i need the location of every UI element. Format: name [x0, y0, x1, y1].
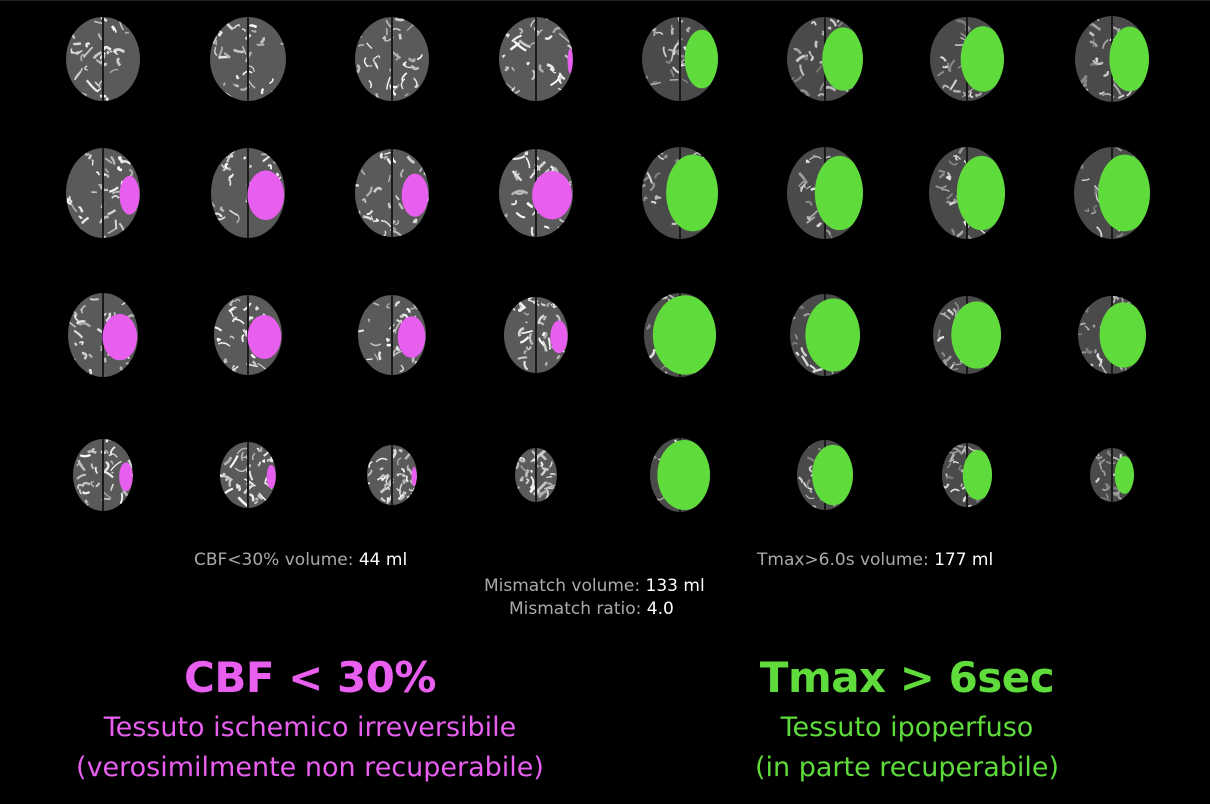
cbf-lesion-overlay: [266, 464, 276, 489]
cbf-caption-title: CBF < 30%: [184, 653, 437, 702]
tmax-lesion-overlay: [1109, 26, 1149, 92]
tmax-slice-r2-c3: [929, 147, 1005, 239]
tmax-lesion-overlay: [812, 444, 853, 506]
cbf-slice-r2-c2: [211, 148, 285, 238]
cbf-slice-r3-c2: [214, 295, 282, 375]
mismatch-volume-value: 133 ml: [645, 576, 705, 596]
tmax-slice-r4-c2: [797, 440, 853, 510]
tmax-lesion-overlay: [666, 154, 718, 232]
brain-slice-grid: [0, 1, 1210, 541]
cbf-slice-r1-c4: [499, 17, 573, 101]
tmax-slice-r1-c2: [787, 17, 863, 101]
cbf-volume-stat: CBF<30% volume: 44 ml: [194, 550, 407, 570]
tmax-slice-r1-c3: [930, 17, 1004, 101]
cbf-slice-r1-c1: [66, 17, 140, 101]
tmax-slice-r4-c3: [942, 443, 992, 507]
tmax-slice-r3-c2: [790, 294, 860, 376]
tmax-slice-r3-c3: [933, 296, 1001, 374]
mismatch-ratio-label: Mismatch ratio:: [509, 599, 642, 619]
tmax-lesion-overlay: [956, 155, 1005, 231]
mismatch-ratio-stat: Mismatch ratio: 4.0: [509, 599, 674, 619]
cbf-slice-r4-c1: [73, 439, 133, 511]
tmax-lesion-overlay: [657, 440, 710, 510]
tmax-lesion-overlay: [822, 27, 863, 91]
cbf-slice-r3-c4: [504, 297, 568, 373]
tmax-lesion-overlay: [1099, 302, 1146, 368]
cbf-lesion-overlay: [119, 175, 140, 215]
cbf-volume-label: CBF<30% volume:: [194, 550, 354, 570]
tmax-lesion-overlay: [652, 295, 716, 375]
cbf-lesion-overlay: [411, 466, 417, 487]
cbf-slice-r2-c3: [355, 149, 429, 237]
cbf-volume-value: 44 ml: [358, 550, 408, 570]
cbf-lesion-overlay: [247, 315, 282, 359]
cbf-caption: CBF < 30% Tessuto ischemico irreversibil…: [60, 653, 560, 788]
mismatch-volume-stat: Mismatch volume: 133 ml: [484, 576, 705, 596]
tmax-slice-r2-c4: [1074, 147, 1150, 239]
tmax-slice-r3-c1: [644, 293, 716, 377]
mismatch-volume-label: Mismatch volume:: [484, 576, 641, 596]
cbf-lesion-overlay: [119, 462, 133, 492]
tmax-caption-line1: Tessuto ipoperfuso: [780, 712, 1034, 743]
tmax-lesion-overlay: [1098, 154, 1150, 232]
tmax-lesion-overlay: [951, 301, 1001, 369]
tmax-caption-line2: (in parte recuperabile): [754, 752, 1060, 783]
tmax-slice-r2-c2: [787, 147, 863, 239]
cbf-slice-r3-c1: [68, 293, 138, 377]
tmax-slice-r1-c4: [1075, 16, 1149, 102]
tmax-volume-value: 177 ml: [934, 550, 994, 570]
cbf-lesion-overlay: [102, 314, 138, 361]
cbf-slice-r4-c3: [367, 445, 417, 505]
cbf-caption-line2: (verosimilmente non recuperabile): [76, 752, 544, 783]
mismatch-ratio-value: 4.0: [646, 599, 674, 619]
tmax-lesion-overlay: [814, 155, 863, 231]
tmax-caption-title: Tmax > 6sec: [759, 653, 1055, 702]
cbf-lesion-overlay: [550, 320, 568, 354]
cbf-slice-r1-c2: [210, 17, 286, 101]
cbf-slice-r2-c4: [499, 149, 573, 237]
cbf-slice-r4-c2: [220, 442, 276, 508]
cbf-caption-line1: Tessuto ischemico irreversibile: [103, 712, 517, 743]
tmax-slice-r4-c1: [650, 438, 710, 512]
tmax-lesion-overlay: [962, 450, 992, 500]
cbf-slice-r3-c3: [358, 295, 426, 375]
tmax-lesion-overlay: [960, 26, 1004, 92]
tmax-slice-r3-c4: [1078, 296, 1146, 374]
tmax-slice-r1-c1: [642, 17, 718, 101]
cbf-lesion-overlay: [247, 170, 285, 220]
tmax-lesion-overlay: [1114, 456, 1134, 494]
tmax-lesion-overlay: [805, 298, 860, 372]
tmax-slice-r4-c4: [1090, 448, 1134, 502]
cbf-slice-r4-c4: [515, 448, 557, 502]
cbf-lesion-overlay: [397, 316, 426, 358]
cbf-lesion-overlay: [532, 171, 573, 220]
tmax-volume-stat: Tmax>6.0s volume: 177 ml: [757, 550, 993, 570]
tmax-volume-label: Tmax>6.0s volume:: [757, 550, 929, 570]
tmax-slice-r2-c1: [642, 147, 718, 239]
tmax-lesion-overlay: [684, 29, 718, 89]
cbf-slice-r2-c1: [66, 148, 140, 238]
cbf-slice-r1-c3: [355, 17, 429, 101]
cbf-lesion-overlay: [401, 173, 429, 217]
cbf-lesion-overlay: [567, 48, 573, 74]
tmax-caption: Tmax > 6sec Tessuto ipoperfuso (in parte…: [707, 653, 1107, 788]
